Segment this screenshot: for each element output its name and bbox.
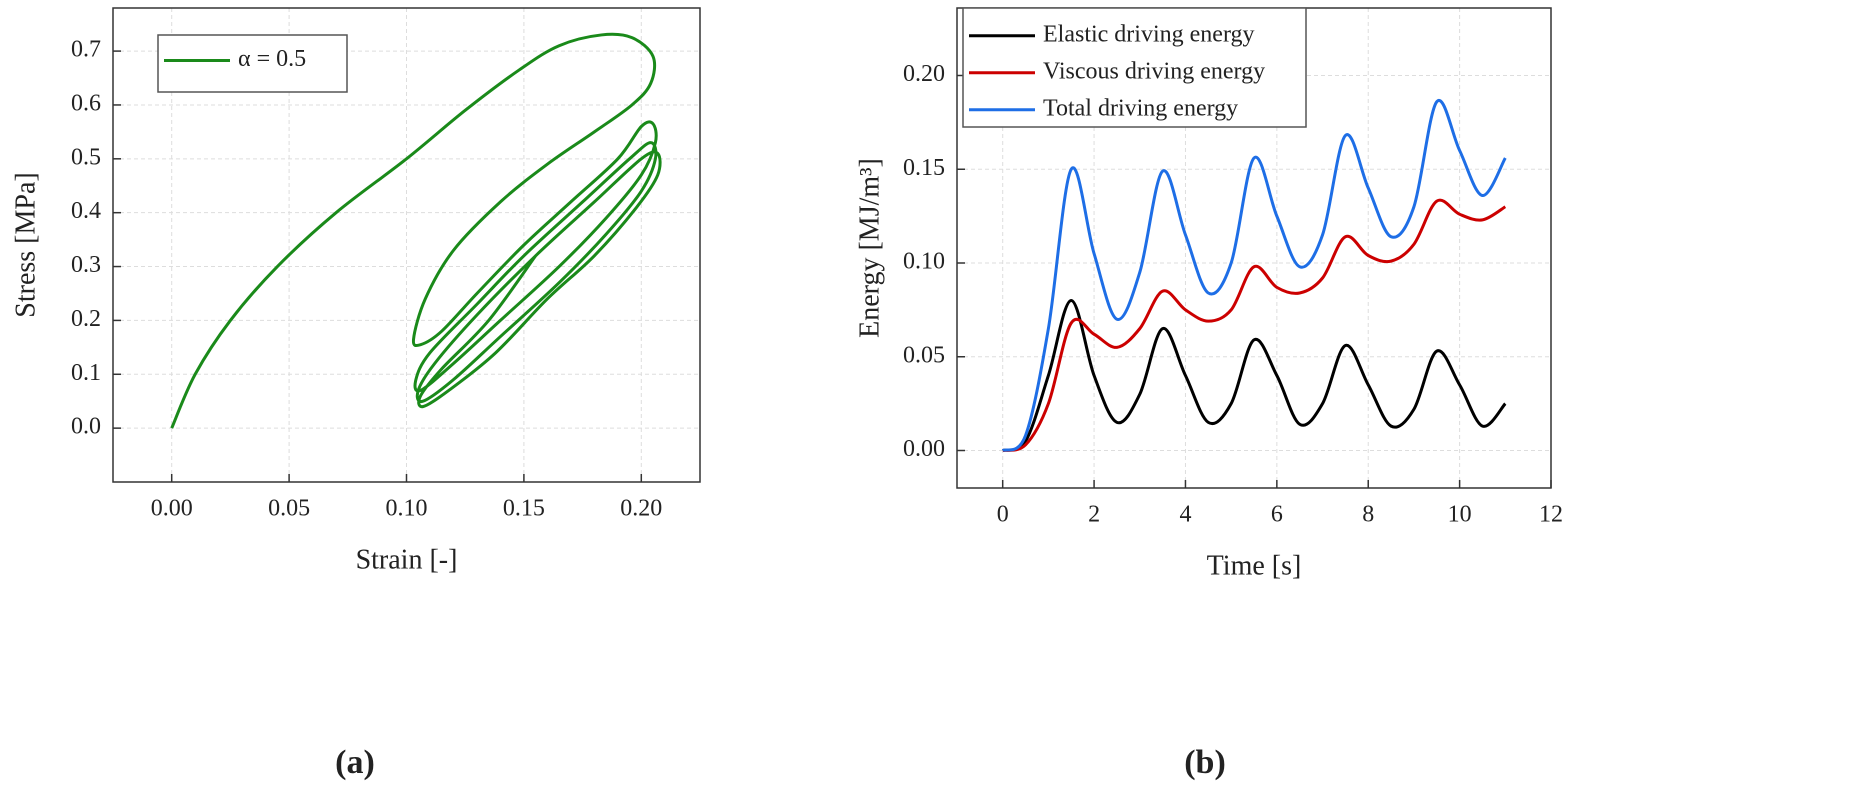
x-tick-label: 0.15 bbox=[503, 496, 545, 522]
x-tick-label: 0.05 bbox=[268, 496, 310, 522]
series-line bbox=[170, 32, 662, 429]
legend-label: Total driving energy bbox=[1043, 95, 1238, 121]
y-tick-label: 0.2 bbox=[71, 306, 101, 332]
legend-label: α = 0.5 bbox=[238, 46, 306, 72]
y-tick-label: 0.15 bbox=[903, 155, 945, 181]
x-tick-label: 0.10 bbox=[386, 496, 428, 522]
legend-box bbox=[157, 34, 348, 93]
x-tick-label: 0 bbox=[997, 502, 1009, 528]
legend-box bbox=[962, 7, 1307, 128]
plot-frame bbox=[112, 7, 701, 483]
x-tick-label: 0.00 bbox=[151, 496, 193, 522]
x-tick-label: 12 bbox=[1539, 502, 1563, 528]
x-tick-label: 0.20 bbox=[620, 496, 662, 522]
panel-label: (a) bbox=[335, 744, 375, 781]
y-tick-label: 0.00 bbox=[903, 436, 945, 462]
legend-label: Viscous driving energy bbox=[1043, 58, 1265, 84]
y-tick-label: 0.10 bbox=[903, 249, 945, 275]
y-tick-label: 0.6 bbox=[71, 90, 101, 116]
x-axis-label: Strain [-] bbox=[356, 544, 458, 575]
x-tick-label: 6 bbox=[1271, 502, 1283, 528]
series-line bbox=[1002, 198, 1507, 452]
series-line bbox=[1001, 98, 1507, 452]
x-tick-label: 2 bbox=[1088, 502, 1100, 528]
y-tick-label: 0.3 bbox=[71, 252, 101, 278]
panel-label: (b) bbox=[1184, 744, 1226, 781]
y-tick-label: 0.7 bbox=[71, 37, 101, 63]
legend-label: Elastic driving energy bbox=[1043, 21, 1255, 47]
y-tick-label: 0.05 bbox=[903, 342, 945, 368]
y-tick-label: 0.0 bbox=[71, 414, 101, 440]
y-tick-label: 0.5 bbox=[71, 144, 101, 170]
x-axis-label: Time [s] bbox=[1207, 550, 1302, 581]
y-axis-label: Stress [MPa] bbox=[10, 172, 41, 317]
series-line bbox=[1002, 298, 1507, 452]
y-tick-label: 0.4 bbox=[71, 198, 101, 224]
x-tick-label: 8 bbox=[1362, 502, 1374, 528]
y-axis-label: Energy [MJ/m³] bbox=[854, 158, 885, 338]
y-tick-label: 0.1 bbox=[71, 360, 101, 386]
y-tick-label: 0.20 bbox=[903, 61, 945, 87]
x-tick-label: 10 bbox=[1448, 502, 1472, 528]
x-tick-label: 4 bbox=[1179, 502, 1191, 528]
